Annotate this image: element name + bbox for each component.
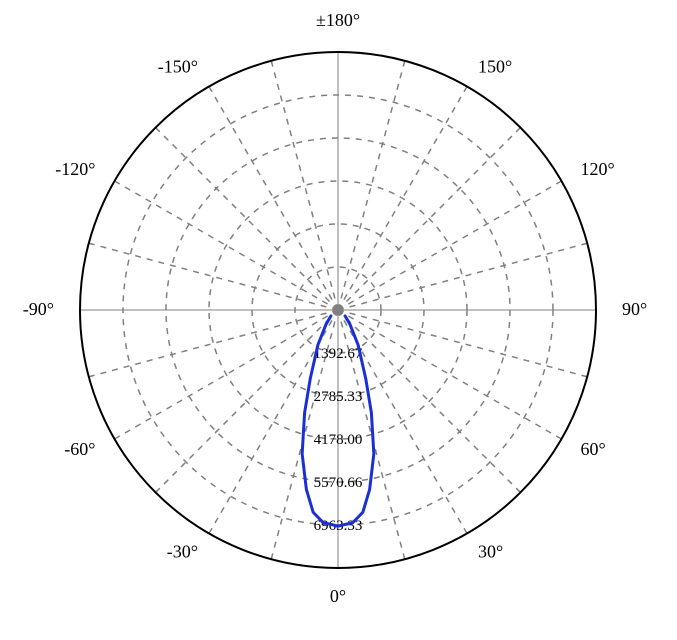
angle-label: -90° [23,299,54,319]
angle-label: 150° [478,57,512,77]
angle-label: ±180° [316,10,360,30]
angle-label: -60° [64,439,95,459]
angle-label: 90° [622,299,647,319]
angle-label: -150° [158,57,198,77]
angle-label: -120° [55,159,95,179]
radial-tick-label: 2785.33 [314,389,363,405]
radial-tick-label: 5570.66 [314,475,363,491]
angle-label: 120° [580,159,614,179]
angle-label: 0° [330,586,346,606]
radial-tick-label: 4178.00 [314,432,363,448]
polar-chart: ±180° 150° 120° 90° 60° 30° 0° -30° -60° -90° -120… [0,0,677,640]
angle-label: -30° [167,541,198,561]
radial-tick-label: 1392.67 [314,346,363,362]
angle-label: 30° [478,541,503,561]
angle-label: 60° [580,439,605,459]
